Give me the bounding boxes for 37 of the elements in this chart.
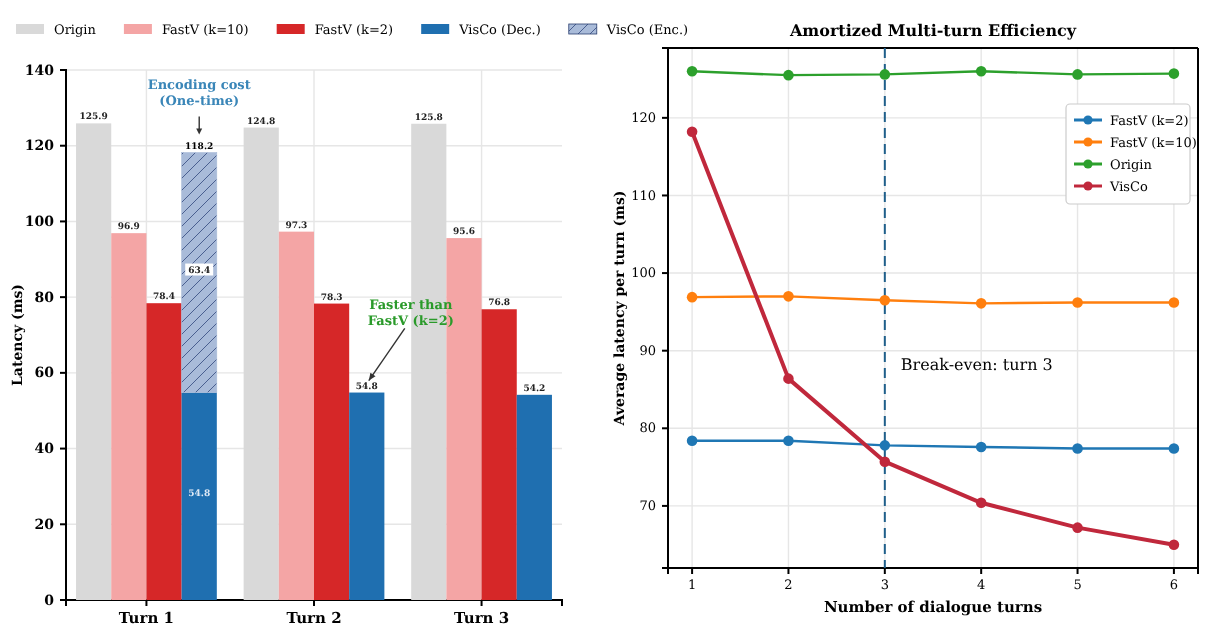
annotation: Break-even: turn 3 [900, 355, 1053, 374]
bar [111, 233, 147, 600]
point [783, 435, 794, 446]
point [975, 441, 987, 453]
point [975, 497, 987, 509]
point [1072, 443, 1083, 454]
bar [243, 127, 279, 600]
point [1168, 443, 1180, 454]
point [879, 456, 891, 467]
bar [481, 309, 517, 600]
point [975, 298, 987, 309]
point [686, 435, 698, 446]
point [783, 69, 794, 81]
bar [278, 231, 314, 600]
point [879, 69, 891, 80]
bar [181, 152, 218, 393]
point [879, 440, 891, 451]
bar [314, 303, 350, 600]
point [783, 291, 794, 302]
bar [146, 303, 182, 600]
point [686, 126, 698, 138]
point [686, 291, 698, 303]
point [975, 66, 987, 77]
point [1168, 297, 1180, 308]
bar [76, 123, 112, 600]
point [686, 66, 698, 77]
point [783, 373, 794, 384]
point [1168, 68, 1180, 79]
point [1168, 539, 1180, 550]
bar [349, 392, 385, 600]
bar [181, 392, 217, 600]
chart-title: Amortized Multi-turn Efficiency [787, 20, 1077, 40]
bar [516, 394, 552, 600]
point [879, 294, 891, 306]
point [1072, 69, 1083, 80]
point [1072, 297, 1083, 308]
point [1072, 522, 1083, 533]
